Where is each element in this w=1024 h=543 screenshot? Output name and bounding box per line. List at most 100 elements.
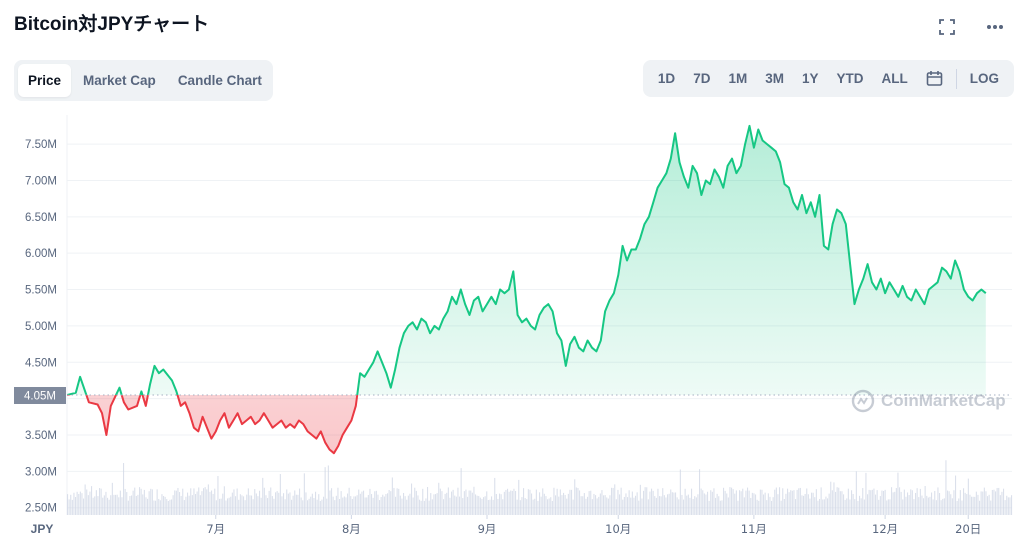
- volume-bar: [999, 495, 1001, 515]
- volume-bar: [879, 496, 881, 515]
- volume-bar: [494, 477, 496, 515]
- volume-bar: [545, 496, 547, 515]
- volume-bar: [740, 491, 742, 515]
- more-icon[interactable]: [984, 16, 1006, 38]
- volume-bar: [572, 499, 574, 515]
- tab-price[interactable]: Price: [18, 64, 72, 97]
- volume-bar: [363, 490, 365, 515]
- volume-bar: [259, 490, 261, 515]
- volume-bar: [799, 487, 801, 515]
- volume-bar: [567, 493, 569, 515]
- volume-bar: [220, 498, 222, 515]
- volume-bar: [739, 490, 741, 515]
- volume-bar: [734, 493, 736, 515]
- volume-bar: [230, 496, 232, 515]
- volume-bar: [147, 498, 149, 515]
- range-all-button[interactable]: ALL: [881, 71, 908, 86]
- volume-bar: [969, 494, 971, 515]
- tab-market-cap[interactable]: Market Cap: [83, 73, 156, 88]
- volume-bar: [351, 498, 353, 515]
- volume-bar: [172, 495, 174, 515]
- volume-bar: [833, 482, 835, 515]
- range-7d-button[interactable]: 7D: [693, 71, 711, 86]
- coinmarketcap-logo-icon: [851, 389, 875, 413]
- volume-bar: [177, 487, 179, 515]
- range-ytd-button[interactable]: YTD: [836, 71, 864, 86]
- volume-bar: [68, 499, 70, 515]
- x-tick-label: 10月: [605, 522, 631, 536]
- volume-bar: [948, 491, 950, 515]
- range-3m-button[interactable]: 3M: [765, 71, 784, 86]
- volume-bar: [222, 493, 224, 515]
- volume-bar: [1006, 495, 1008, 515]
- volume-bar: [716, 493, 718, 515]
- volume-bar: [471, 492, 473, 515]
- volume-bar: [652, 490, 654, 515]
- volume-bar: [219, 498, 221, 515]
- volume-bar: [457, 487, 459, 515]
- calendar-icon[interactable]: [917, 64, 952, 93]
- range-1m-button[interactable]: 1M: [728, 71, 748, 86]
- volume-bar: [876, 490, 878, 515]
- volume-bar: [239, 494, 241, 515]
- volume-bar: [588, 491, 590, 515]
- volume-bar: [132, 490, 134, 515]
- volume-bar: [691, 488, 693, 515]
- volume-bar: [439, 488, 441, 515]
- volume-bar: [889, 499, 891, 515]
- volume-bar: [233, 489, 235, 515]
- volume-bar: [364, 497, 366, 515]
- tab-candle-chart[interactable]: Candle Chart: [177, 73, 262, 88]
- volume-bar: [268, 490, 270, 515]
- volume-bar: [435, 494, 437, 515]
- volume-bar: [134, 487, 136, 515]
- volume-bar: [175, 490, 177, 515]
- volume-bar: [747, 487, 749, 515]
- volume-bar: [902, 499, 904, 515]
- volume-bar: [855, 471, 857, 515]
- volume-bar: [107, 497, 109, 515]
- volume-bar: [636, 492, 638, 515]
- fullscreen-icon[interactable]: [936, 16, 958, 38]
- volume-bar: [583, 493, 585, 515]
- volume-bar: [139, 487, 141, 515]
- volume-bar: [500, 494, 502, 515]
- volume-bar: [553, 487, 555, 515]
- volume-bar: [972, 496, 974, 515]
- volume-bar: [731, 487, 733, 515]
- volume-bar: [377, 494, 379, 515]
- volume-bar: [601, 490, 603, 515]
- volume-bar: [835, 491, 837, 515]
- volume-bar: [1011, 495, 1013, 515]
- volume-bar: [814, 497, 816, 515]
- volume-bar: [895, 488, 897, 515]
- volume-bar: [73, 492, 75, 515]
- volume-bar: [135, 495, 137, 515]
- range-1d-button[interactable]: 1D: [657, 71, 676, 86]
- time-range-selector: 1D 7D 1M 3M 1Y YTD ALL LOG: [642, 60, 1014, 97]
- volume-bar: [956, 500, 958, 515]
- volume-bar: [903, 489, 905, 515]
- volume-bar: [550, 497, 552, 515]
- volume-bar: [156, 489, 158, 515]
- volume-bar: [299, 488, 301, 515]
- price-line-up: [67, 124, 987, 395]
- volume-bar: [217, 476, 219, 515]
- volume-bar: [103, 495, 105, 515]
- volume-bar: [804, 493, 806, 515]
- volume-bar: [479, 497, 481, 515]
- volume-bar: [254, 489, 256, 515]
- log-scale-toggle[interactable]: LOG: [969, 71, 999, 86]
- volume-bar: [892, 492, 894, 515]
- volume-bar: [84, 484, 86, 515]
- volume-bar: [417, 495, 419, 515]
- volume-bar: [934, 490, 936, 515]
- chart-type-tabs: Price Market Cap Candle Chart: [14, 60, 273, 101]
- volume-bar: [463, 491, 465, 515]
- volume-bar: [212, 493, 214, 515]
- volume-bar: [179, 492, 181, 515]
- volume-bar: [849, 499, 851, 515]
- volume-bar: [609, 495, 611, 515]
- range-1y-button[interactable]: 1Y: [801, 71, 819, 86]
